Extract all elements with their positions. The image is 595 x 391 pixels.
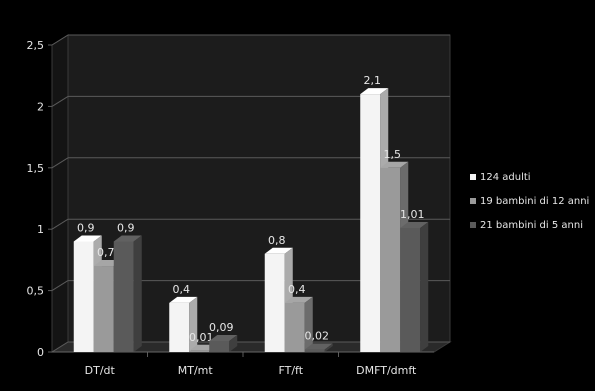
bar-top [304, 343, 333, 350]
bar-side [304, 296, 313, 352]
bar-top [113, 235, 142, 242]
y-tick-label: 0 [37, 346, 44, 359]
bar [304, 349, 325, 352]
bar-top [264, 247, 293, 254]
bar-top [73, 235, 102, 242]
y-tick-label: 0,5 [27, 285, 45, 298]
legend-label-bambini-5: 21 bambini di 5 anni [480, 219, 583, 231]
bar [169, 302, 190, 352]
bar-top [380, 161, 409, 168]
data-label: 2,1 [364, 74, 382, 87]
legend-swatch-adulti [470, 174, 476, 180]
data-label: 0,9 [77, 221, 95, 234]
y-tick-label: 1,5 [27, 162, 45, 175]
bar-top [400, 221, 429, 228]
bar [189, 350, 210, 352]
bar-side [189, 296, 198, 352]
bar [209, 340, 230, 352]
bar-top [360, 88, 389, 95]
bar-top [284, 296, 313, 303]
legend-label-bambini-12: 19 bambini di 12 anni [480, 195, 590, 207]
bar-side [133, 235, 142, 352]
bar [93, 266, 114, 352]
bar-top [209, 334, 238, 341]
x-tick-label: DMFT/dmft [356, 364, 417, 377]
legend-item-adulti: 124 adulti [470, 170, 595, 184]
data-label: 1,5 [384, 148, 402, 161]
legend: 124 adulti 19 bambini di 12 anni 21 bamb… [470, 170, 595, 242]
legend-item-bambini-5: 21 bambini di 5 anni [470, 218, 595, 232]
legend-swatch-bambini-12 [470, 198, 476, 204]
bar [73, 241, 94, 352]
bar [113, 241, 134, 352]
gridline-side [51, 341, 69, 353]
data-label: 0,09 [209, 321, 234, 334]
x-tick-label: MT/mt [178, 364, 214, 377]
side-wall [51, 34, 69, 353]
data-label: 0,02 [305, 330, 330, 343]
legend-label-adulti: 124 adulti [480, 171, 531, 183]
data-label: 0,7 [97, 246, 115, 259]
y-tick-label: 1 [37, 223, 44, 236]
bar-side [324, 343, 333, 352]
gridline-side [51, 34, 69, 46]
data-label: 1,01 [400, 208, 425, 221]
bar [380, 167, 401, 352]
gridline-side [51, 280, 69, 292]
legend-item-bambini-12: 19 bambini di 12 anni [470, 194, 595, 208]
data-label: 0,8 [268, 234, 286, 247]
x-tick-label: FT/ft [278, 364, 303, 377]
bar-side [420, 221, 429, 352]
data-label: 0,9 [117, 221, 135, 234]
gridline-side [51, 95, 69, 107]
gridline-side [51, 218, 69, 230]
bar-side [229, 334, 238, 352]
legend-swatch-bambini-5 [470, 222, 476, 228]
bar-top [169, 296, 198, 303]
bar [360, 94, 381, 353]
y-tick-label: 2 [37, 100, 44, 113]
data-label: 0,01 [189, 331, 214, 344]
data-label: 0,4 [173, 283, 191, 296]
data-label: 0,4 [288, 283, 306, 296]
bar [284, 302, 305, 352]
bar [400, 227, 421, 352]
gridline-side [51, 157, 69, 169]
x-tick-label: DT/dt [85, 364, 116, 377]
bar [264, 253, 285, 352]
y-tick-label: 2,5 [27, 39, 45, 52]
